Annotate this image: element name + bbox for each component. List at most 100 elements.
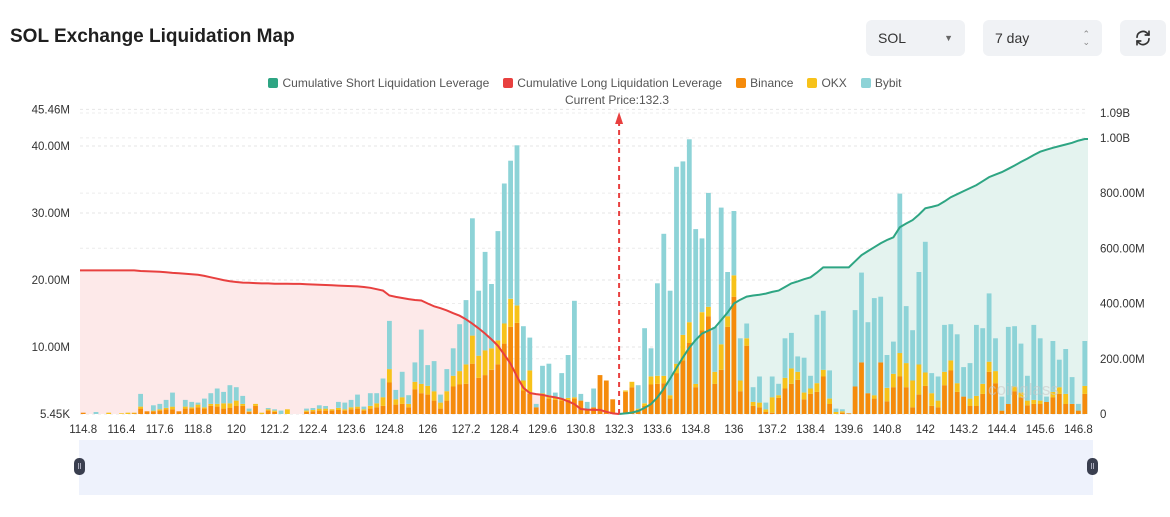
range-select[interactable]: 7 day ⌃ ⌄ [983, 20, 1102, 56]
y-left-tick-label: 40.00M [32, 141, 70, 153]
bar-okx [935, 400, 941, 408]
bar-binance [610, 399, 616, 414]
caret-down-icon: ▼ [944, 33, 953, 43]
legend-swatch [503, 78, 514, 88]
bar-okx [680, 334, 686, 361]
bar-bybit [820, 310, 826, 370]
bar-okx [910, 380, 915, 408]
bar-binance [374, 407, 380, 414]
bar-binance [412, 389, 418, 414]
bar-okx [782, 377, 788, 389]
bar-okx [776, 395, 781, 398]
bar-bybit [833, 408, 839, 412]
bar-binance [706, 316, 711, 414]
bar-bybit [450, 348, 456, 376]
slider-handle-right[interactable]: II [1087, 458, 1098, 475]
legend-item[interactable]: Binance [736, 76, 793, 90]
bar-bybit [986, 293, 992, 362]
bar-bybit [744, 323, 750, 339]
x-tick-label: 130.8 [566, 424, 595, 436]
bar-binance [769, 412, 775, 414]
bar-okx [980, 383, 986, 394]
bar-bybit [954, 334, 960, 384]
x-tick-label: 120 [227, 424, 246, 436]
bar-binance [342, 410, 348, 414]
bar-okx [489, 348, 494, 370]
bar-okx [699, 312, 705, 331]
bar-bybit [789, 332, 794, 369]
bar-okx [814, 383, 820, 392]
legend-item[interactable]: OKX [807, 76, 847, 90]
bar-bybit [910, 330, 915, 381]
bar-okx [202, 407, 207, 409]
legend-item[interactable]: Cumulative Long Liquidation Leverage [503, 76, 722, 90]
bar-bybit [897, 193, 903, 354]
bar-binance [776, 397, 781, 414]
bar-okx [418, 383, 424, 394]
bar-binance [655, 383, 660, 414]
bar-okx [833, 412, 839, 414]
bar-binance [929, 406, 935, 414]
x-tick-label: 142 [916, 424, 935, 436]
bar-bybit [565, 355, 571, 398]
symbol-select[interactable]: SOL ▼ [866, 20, 965, 56]
bar-bybit [387, 320, 392, 370]
bar-bybit [718, 207, 724, 345]
bar-bybit [527, 337, 533, 371]
bar-okx [820, 369, 826, 377]
bar-bybit [967, 363, 973, 399]
bar-binance [214, 406, 220, 414]
bar-bybit [182, 399, 188, 407]
bar-binance [476, 377, 482, 414]
bar-bybit [412, 362, 418, 382]
bar-okx [897, 353, 903, 377]
bar-okx [131, 412, 137, 414]
legend-swatch [268, 78, 279, 88]
bar-okx [457, 371, 462, 385]
bar-okx [316, 408, 322, 411]
bar-bybit [1050, 341, 1056, 392]
bar-okx [891, 373, 896, 388]
bar-binance [463, 383, 469, 414]
bar-okx [259, 412, 265, 414]
bar-okx [840, 411, 845, 413]
bar-binance [138, 408, 143, 414]
bar-binance [961, 396, 966, 414]
bar-okx [221, 403, 226, 409]
bar-bybit [878, 296, 884, 363]
bar-bybit [559, 373, 565, 399]
legend-item[interactable]: Cumulative Short Liquidation Leverage [268, 76, 489, 90]
bar-binance [661, 383, 667, 414]
bar-binance [233, 406, 239, 414]
bar-bybit [540, 365, 545, 394]
zoom-slider[interactable]: II II [74, 440, 1098, 495]
bar-binance [667, 398, 673, 414]
bar-bybit [929, 373, 935, 394]
bar-bybit [425, 365, 431, 386]
bar-bybit [999, 396, 1005, 411]
bar-okx [514, 305, 520, 323]
bar-okx [438, 402, 443, 409]
bar-bybit [578, 393, 584, 401]
y-left-tick-label: 10.00M [32, 342, 70, 354]
slider-handle-left[interactable]: II [74, 458, 85, 475]
bar-binance [144, 411, 150, 414]
bar-bybit [1025, 375, 1030, 401]
bar-binance [623, 391, 628, 414]
bar-binance [572, 398, 577, 414]
legend-item[interactable]: Bybit [860, 76, 902, 90]
bar-binance [865, 393, 871, 414]
refresh-button[interactable] [1120, 20, 1166, 56]
bar-okx [304, 410, 309, 412]
bar-binance [789, 383, 794, 414]
y-right-tick-label: 200.00M [1100, 354, 1145, 366]
bar-binance [1037, 403, 1043, 414]
bar-bybit [444, 369, 450, 392]
bar-binance [151, 411, 156, 414]
x-tick-label: 127.2 [452, 424, 481, 436]
bar-bybit [1076, 403, 1081, 411]
bar-binance [1076, 410, 1081, 414]
bar-bybit [891, 341, 896, 374]
bar-bybit [521, 326, 526, 381]
x-tick-label: 123.6 [337, 424, 366, 436]
